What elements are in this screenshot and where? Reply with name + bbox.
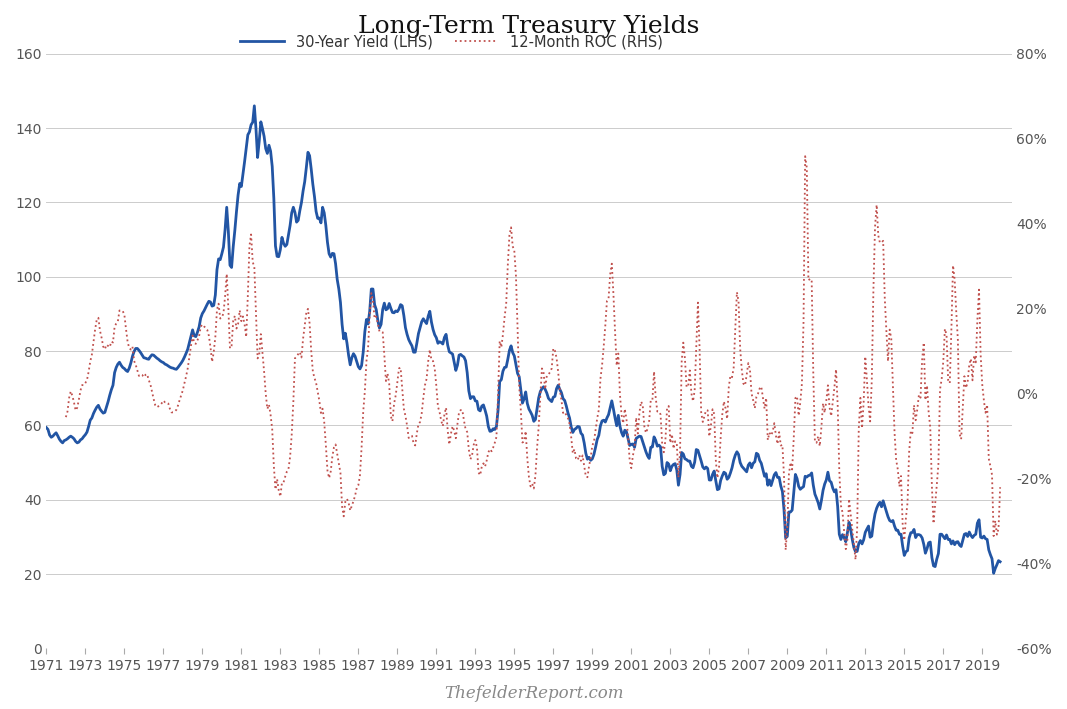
- 30-Year Yield (LHS): [84, 416, 97, 425]
- 30-Year Yield (LHS): [248, 101, 260, 110]
- 30-Year Yield (LHS): [987, 569, 1000, 578]
- 30-Year Yield (LHS): [574, 429, 587, 437]
- 12-Month ROC (RHS): [408, 439, 420, 447]
- Text: ThefelderReport.com: ThefelderReport.com: [444, 685, 623, 702]
- Legend: 30-Year Yield (LHS), 12-Month ROC (RHS): 30-Year Yield (LHS), 12-Month ROC (RHS): [235, 28, 669, 55]
- Line: 12-Month ROC (RHS): 12-Month ROC (RHS): [66, 156, 1000, 559]
- 30-Year Yield (LHS): [927, 562, 940, 570]
- 12-Month ROC (RHS): [710, 456, 722, 464]
- 30-Year Yield (LHS): [993, 557, 1006, 566]
- 30-Year Yield (LHS): [711, 486, 723, 494]
- 12-Month ROC (RHS): [925, 482, 938, 491]
- 12-Month ROC (RHS): [532, 423, 545, 431]
- 30-Year Yield (LHS): [39, 423, 52, 432]
- Title: Long-Term Treasury Yields: Long-Term Treasury Yields: [359, 15, 700, 38]
- 30-Year Yield (LHS): [409, 348, 421, 357]
- 30-Year Yield (LHS): [534, 387, 546, 396]
- 12-Month ROC (RHS): [993, 483, 1006, 491]
- 12-Month ROC (RHS): [84, 357, 97, 366]
- 12-Month ROC (RHS): [573, 451, 586, 459]
- Line: 30-Year Yield (LHS): 30-Year Yield (LHS): [46, 106, 1000, 574]
